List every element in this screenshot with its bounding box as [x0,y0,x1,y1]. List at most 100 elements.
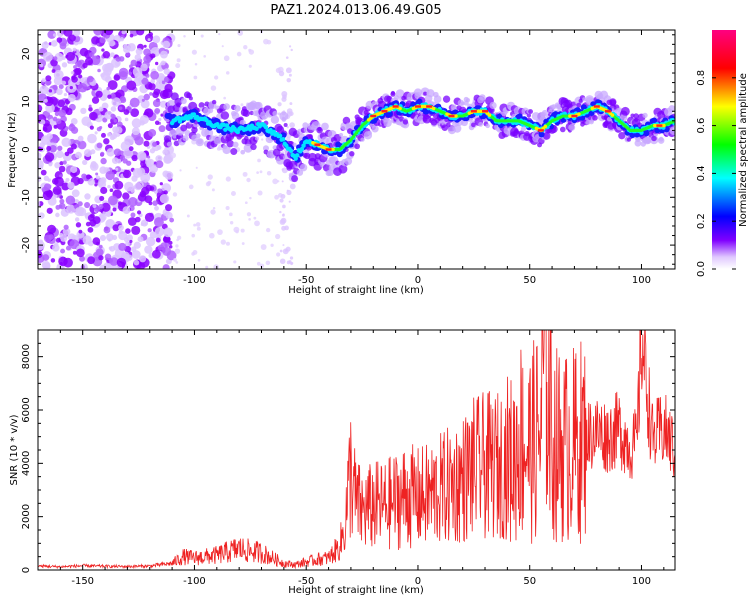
spectrogram-noise-mark [266,170,272,176]
spectrogram-halo-mark [204,128,214,138]
spectrogram-noise-mark [99,234,107,242]
spectrogram-noise-mark [152,200,158,206]
spectrogram-noise-mark [148,128,157,137]
spectrogram-ridge-peak [414,105,421,108]
spectrogram-noise-mark [41,41,49,49]
spectrogram-noise-mark [106,212,111,218]
spectrogram-halo-mark [642,112,648,119]
spectrogram-noise-mark [144,195,153,204]
spectrogram-noise-mark [136,151,147,161]
spectrogram-noise-mark [69,123,74,127]
spectrogram-noise-mark [253,216,257,220]
spectrogram-halo-mark [291,175,299,183]
spectrogram-noise-mark [118,242,127,251]
spectrogram-noise-mark [38,152,42,159]
spectrogram-noise-mark [84,202,91,209]
spectrogram-ridge-yellow [331,147,335,152]
spectrogram-noise-mark [61,56,66,61]
spectrogram-noise-mark [76,248,85,258]
spectrogram-noise-mark [122,192,130,200]
spectrogram-noise-mark [259,263,265,268]
spectrogram-noise-mark [277,180,280,183]
spectrogram-noise-mark [105,219,116,229]
spectrogram-ridge-cyan [191,112,197,117]
spectrogram-noise-mark [98,255,104,261]
spectrogram-noise-mark [58,84,64,90]
snr-y-tick-label: 8000 [21,344,32,369]
spectrogram-noise-mark [286,126,289,129]
spectrogram-noise-mark [91,96,100,104]
spectrogram-noise-mark [286,189,289,192]
spectrogram-noise-mark [86,86,91,90]
spectrogram-noise-mark [91,36,100,45]
spectrogram-noise-mark [124,117,129,122]
spectrogram-noise-mark [220,239,226,245]
spectrogram-halo-mark [279,111,289,121]
figure-title: PAZ1.2024.013.06.49.G05 [270,3,441,18]
spectrogram-noise-mark [154,205,159,211]
spectrogram-noise-mark [284,249,288,252]
spectrogram-noise-mark [286,77,291,83]
spectrogram-ridge-yellow [610,113,615,117]
spectrogram-noise-mark [203,55,206,58]
spectrogram-halo-mark [262,145,269,152]
spectrogram-noise-mark [92,216,101,225]
spectrogram-noise-mark [134,72,144,82]
spectrogram-noise-mark [123,148,134,159]
spectrogram-ridge-blue [643,130,650,137]
spectrogram-noise-mark [84,193,91,200]
spectrogram-noise-mark [157,244,164,251]
spectrogram-halo-mark [188,96,193,101]
spectrogram-noise-mark [131,127,140,136]
snr-ticks: -150 -100 -50 0 50 100 0 2000 4000 6000 8000 [21,329,675,587]
spectrogram-noise-mark [146,155,151,159]
spectrogram-noise-mark [110,113,115,119]
spectrogram-noise-mark [110,133,118,140]
spectrogram-noise-mark [56,37,63,43]
spectrogram-halo-mark [184,130,191,136]
colorbar-label: Normalized spectral amplitude [738,73,749,227]
spectrogram-noise-mark [266,39,272,45]
spectrogram-halo-mark [207,107,214,114]
spectrogram-noise-mark [221,45,224,48]
spectrogram-halo-mark [180,97,187,105]
spectrogram-noise-mark [195,222,201,227]
spectrogram-noise-mark [57,99,66,108]
spectrogram-x-axis-label: Height of straight line (km) [288,285,424,296]
spectrogram-noise-mark [288,200,291,203]
snr-x-tick-label: -50 [298,576,314,587]
spectrogram-noise-mark [150,53,156,59]
spectrogram-halo-mark [460,101,465,106]
spectrogram-noise-mark [77,135,84,142]
spectrogram-noise-mark [163,190,168,195]
spectrogram-noise-mark [75,81,80,86]
spectrogram-noise-mark [132,168,143,178]
spectrogram-noise-mark [122,169,132,179]
spectrogram-noise-mark [259,170,263,174]
spectrogram-noise-mark [50,40,58,47]
spectrogram-noise-mark [65,195,76,205]
spectrogram-noise-mark [72,250,77,255]
spectrogram-noise-mark [104,253,112,261]
spectrogram-noise-mark [139,115,149,125]
spectrogram-halo-mark [317,127,322,132]
spectrogram-noise-mark [112,207,117,212]
spectrogram-noise-mark [131,154,138,162]
spectrogram-ridge-peak [314,143,321,146]
spectrogram-noise-mark [248,49,255,55]
spectrogram-noise-mark [55,150,64,159]
spectrogram-noise-mark [167,71,176,80]
spectrogram-noise-mark [42,190,53,201]
spectrogram-noise-mark [68,34,76,42]
colorbar-tick-label: 0.8 [696,70,707,86]
spectrogram-noise-mark [58,109,67,118]
spectrogram-noise-mark [107,123,113,129]
spectrogram-halo-mark [582,97,587,102]
spectrogram-halo-mark [223,103,230,110]
spectrogram-noise-mark [119,95,126,102]
spectrogram-noise-mark [225,71,230,75]
spectrogram-noise-mark [43,175,50,182]
spectrogram-noise-mark [214,75,219,80]
spectrogram-noise-mark [90,161,97,168]
